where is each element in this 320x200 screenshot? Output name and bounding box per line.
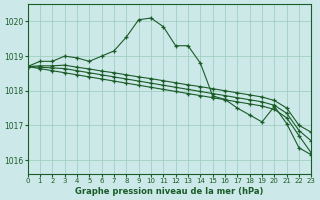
- X-axis label: Graphe pression niveau de la mer (hPa): Graphe pression niveau de la mer (hPa): [75, 187, 264, 196]
